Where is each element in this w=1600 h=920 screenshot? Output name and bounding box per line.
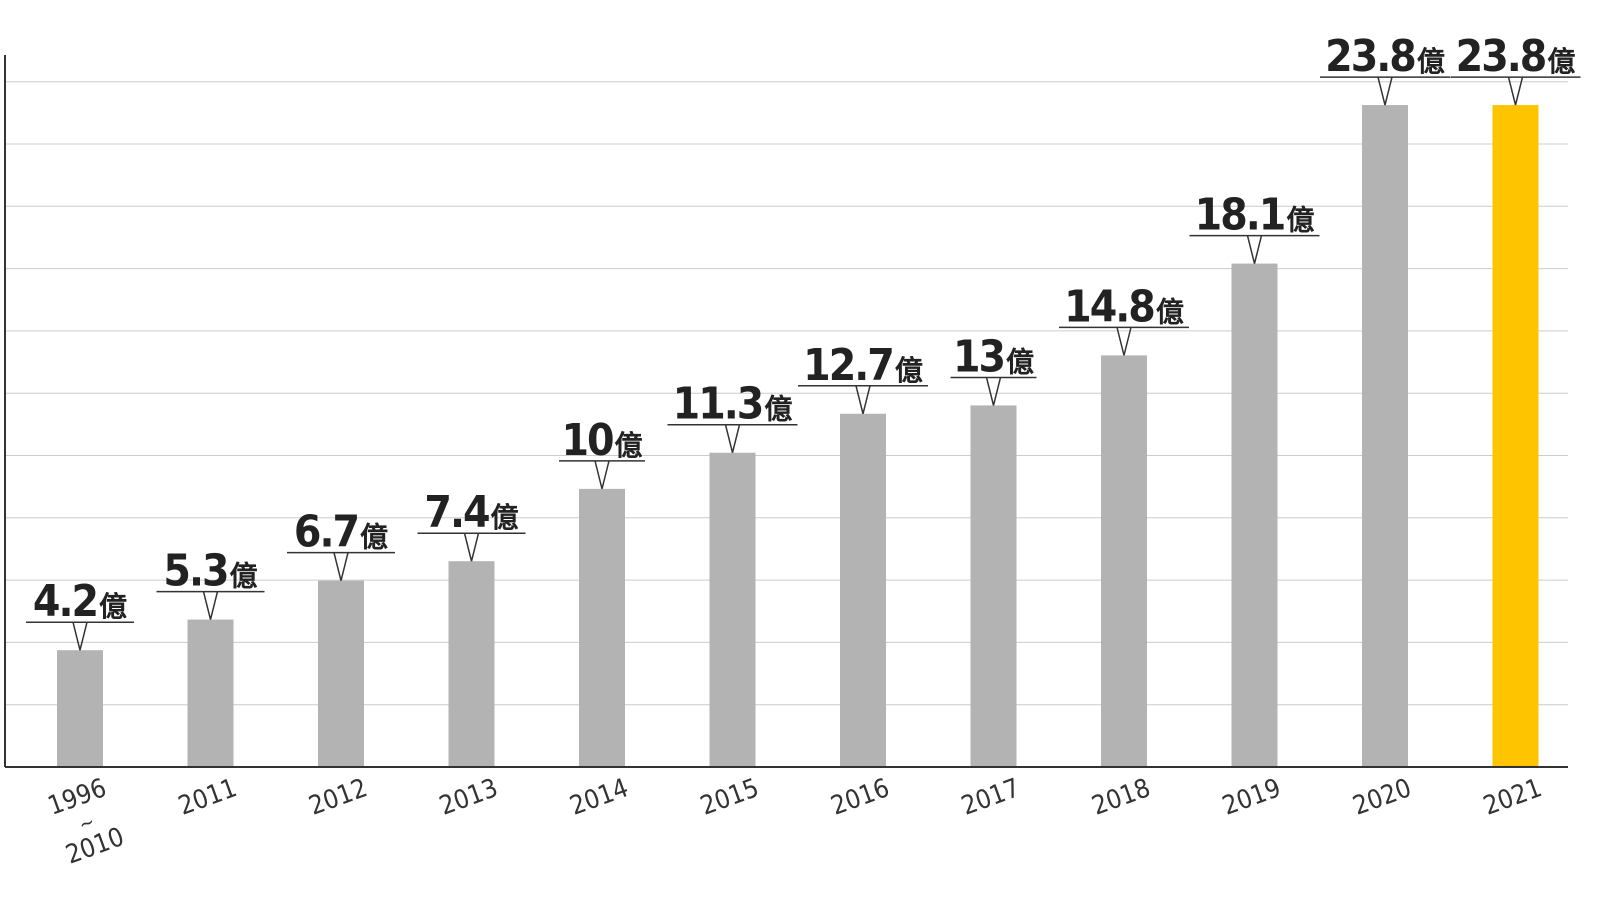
- value-label-text: 7.4億: [424, 487, 518, 538]
- bar-9: [1231, 263, 1278, 767]
- value-label-7: 13億: [950, 331, 1037, 406]
- x-tick-label-8: 2018: [1088, 773, 1154, 822]
- value-label-text: 23.8億: [1325, 31, 1445, 82]
- x-tick-label-0: 1996~2010: [44, 773, 128, 870]
- value-label-pointer: [724, 424, 741, 453]
- value-label-text: 5.3億: [163, 546, 257, 597]
- value-label-1: 5.3億: [156, 546, 265, 620]
- value-label-text: 23.8億: [1456, 31, 1576, 82]
- x-tick-label-5: 2015: [697, 773, 763, 822]
- x-tick-label-2: 2012: [305, 773, 371, 822]
- value-label-9: 18.1億: [1189, 190, 1320, 264]
- x-tick-label-11: 2021: [1480, 773, 1546, 822]
- value-label-11: 23.8億: [1450, 31, 1581, 106]
- x-tick-text: 2019: [1219, 773, 1285, 822]
- bar-8: [1101, 355, 1147, 767]
- x-tick-label-4: 2014: [566, 773, 632, 822]
- bar-0: [57, 650, 103, 767]
- value-label-4: 10億: [559, 415, 645, 490]
- value-label-8: 14.8億: [1059, 281, 1189, 356]
- value-label-pointer: [1246, 235, 1263, 264]
- x-tick-text: 2012: [305, 773, 371, 822]
- value-label-pointer: [202, 591, 219, 620]
- bar-1: [187, 619, 234, 767]
- value-label-pointer: [72, 622, 88, 651]
- value-label-pointer: [1507, 76, 1524, 106]
- x-tick-label-9: 2019: [1219, 773, 1285, 822]
- x-tick-text: 2015: [697, 773, 763, 822]
- axes: [4, 55, 1568, 768]
- value-label-pointer: [594, 460, 610, 490]
- value-label-text: 14.8億: [1064, 281, 1184, 332]
- bar-4: [579, 488, 625, 767]
- x-tick-label-1: 2011: [175, 773, 241, 822]
- bar-2: [318, 580, 364, 767]
- value-label-pointer: [1116, 327, 1132, 356]
- value-label-text: 4.2億: [33, 576, 127, 627]
- x-tick-label-3: 2013: [436, 773, 502, 822]
- value-label-3: 7.4億: [417, 487, 526, 562]
- x-tick-label-7: 2017: [958, 773, 1024, 822]
- value-label-text: 12.7億: [803, 340, 923, 391]
- bar-11: [1492, 105, 1539, 767]
- value-label-pointer: [855, 385, 871, 414]
- x-tick-text: 2021: [1480, 773, 1546, 822]
- value-label-text: 10億: [561, 415, 642, 466]
- value-label-pointer: [333, 552, 349, 581]
- value-label-10: 23.8億: [1320, 31, 1450, 106]
- bar-5: [709, 452, 756, 767]
- x-tick-text: 2011: [175, 773, 241, 822]
- value-label-2: 6.7億: [287, 507, 395, 581]
- x-tick-text: 2013: [436, 773, 502, 822]
- x-tick-text: 2016: [827, 773, 893, 822]
- value-label-pointer: [985, 377, 1002, 406]
- bar-7: [970, 405, 1017, 767]
- value-label-6: 12.7億: [798, 340, 928, 414]
- bar-10: [1362, 105, 1408, 767]
- x-tick-text: 2020: [1349, 773, 1415, 822]
- gridlines: [5, 81, 1568, 706]
- bar-3: [448, 561, 495, 767]
- value-label-text: 6.7億: [294, 507, 388, 558]
- x-tick-text: 2017: [958, 773, 1024, 822]
- x-tick-label-6: 2016: [827, 773, 893, 822]
- x-tick-text: 2014: [566, 773, 632, 822]
- bars: [57, 105, 1539, 767]
- x-tick-text: 2018: [1088, 773, 1154, 822]
- value-label-text: 11.3億: [673, 379, 793, 430]
- value-label-pointer: [463, 533, 480, 562]
- bar-6: [840, 413, 886, 767]
- value-label-text: 18.1億: [1195, 190, 1315, 241]
- value-label-0: 4.2億: [26, 576, 134, 651]
- value-label-5: 11.3億: [667, 379, 798, 453]
- value-label-pointer: [1377, 76, 1393, 106]
- value-label-text: 13億: [953, 331, 1034, 382]
- x-tick-label-10: 2020: [1349, 773, 1415, 822]
- x-tick-text: 2010: [62, 822, 128, 871]
- x-tick-labels: 1996~2010 2011 2012 2013 2014 2015 2016 2017 201…: [44, 773, 1546, 870]
